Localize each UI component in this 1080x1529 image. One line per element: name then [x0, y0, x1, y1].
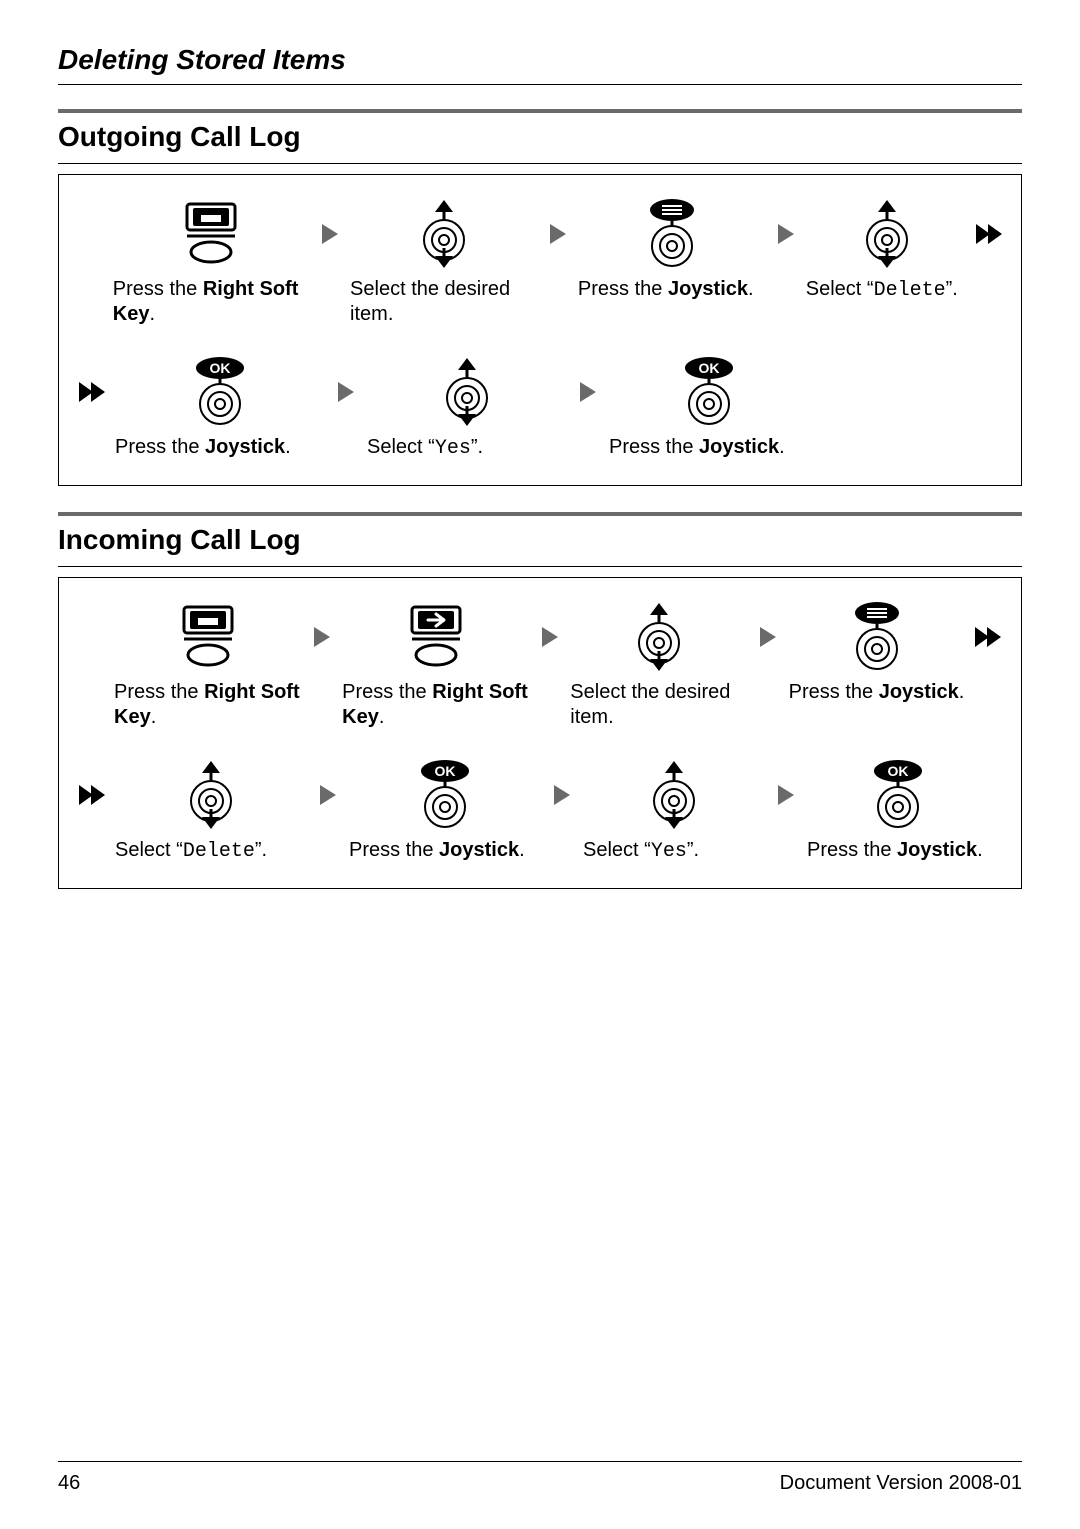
joystick-ok-icon: OK: [175, 349, 265, 435]
step-caption: Press the Joystick.: [605, 435, 813, 460]
next-arrow-icon: [314, 191, 346, 277]
joystick-updown-icon: [166, 752, 256, 838]
next-arrow-icon: [305, 594, 338, 680]
step: Press the Right Soft Key.: [109, 191, 314, 327]
svg-text:OK: OK: [888, 763, 909, 779]
section-title: Incoming Call Log: [58, 524, 1022, 556]
step: Press the Joystick.: [785, 594, 970, 705]
svg-text:OK: OK: [210, 360, 231, 376]
section-rule: [58, 109, 1022, 113]
step: Select “Delete”.: [802, 191, 971, 303]
section-title: Outgoing Call Log: [58, 121, 1022, 153]
step: Press the Joystick.: [574, 191, 770, 302]
step: Press the Right Soft Key.: [338, 594, 533, 730]
next-arrow-icon: [769, 752, 803, 838]
continue-arrow-icon: [73, 349, 111, 435]
step: OK Press the Joystick.: [111, 349, 329, 460]
next-arrow-icon: [533, 594, 566, 680]
svg-text:OK: OK: [699, 360, 720, 376]
page-title: Deleting Stored Items: [58, 44, 1022, 76]
svg-text:OK: OK: [435, 763, 456, 779]
joystick-updown-icon: [614, 594, 704, 680]
doc-version: Document Version 2008-01: [780, 1472, 1022, 1495]
steps-box: Press the Right Soft Key. Select the des…: [58, 174, 1022, 486]
step-caption: Press the Right Soft Key.: [338, 680, 533, 730]
step: OK Press the Joystick.: [345, 752, 545, 863]
step: Select the desired item.: [346, 191, 542, 327]
step-caption: Press the Joystick.: [785, 680, 970, 705]
step: OK Press the Joystick.: [803, 752, 993, 863]
footer: 46 Document Version 2008-01: [58, 1461, 1022, 1495]
step-caption: Press the Joystick.: [345, 838, 545, 863]
softkey-arrow-icon: [391, 594, 481, 680]
step-caption: Select the desired item.: [566, 680, 751, 730]
next-arrow-icon: [571, 349, 605, 435]
next-arrow-icon: [770, 191, 802, 277]
title-rule: [58, 84, 1022, 85]
step: Select “Delete”.: [111, 752, 311, 864]
joystick-ok-icon: OK: [400, 752, 490, 838]
section-rule: [58, 512, 1022, 516]
step: Select “Yes”.: [363, 349, 571, 461]
joystick-ok-icon: OK: [853, 752, 943, 838]
joystick-updown-icon: [629, 752, 719, 838]
step-caption: Select “Delete”.: [111, 838, 311, 864]
joystick-updown-icon: [842, 191, 932, 277]
section-underline: [58, 163, 1022, 164]
step-caption: Select the desired item.: [346, 277, 542, 327]
step: OK Press the Joystick.: [605, 349, 813, 460]
continue-arrow-icon: [971, 191, 1007, 277]
continue-arrow-icon: [970, 594, 1007, 680]
step: Select the desired item.: [566, 594, 751, 730]
next-arrow-icon: [542, 191, 574, 277]
step-caption: Press the Joystick.: [111, 435, 329, 460]
softkey-right-icon: [163, 594, 253, 680]
page-number: 46: [58, 1472, 80, 1495]
joystick-updown-icon: [399, 191, 489, 277]
joystick-updown-icon: [422, 349, 512, 435]
next-arrow-icon: [752, 594, 785, 680]
step-caption: Press the Joystick.: [574, 277, 770, 302]
step-caption: Select “Delete”.: [802, 277, 971, 303]
step: Select “Yes”.: [579, 752, 769, 864]
step-caption: Press the Joystick.: [803, 838, 993, 863]
joystick-ok-icon: OK: [664, 349, 754, 435]
softkey-right-icon: [166, 191, 256, 277]
step-caption: Select “Yes”.: [579, 838, 769, 864]
next-arrow-icon: [311, 752, 345, 838]
next-arrow-icon: [545, 752, 579, 838]
section-underline: [58, 566, 1022, 567]
next-arrow-icon: [329, 349, 363, 435]
step: Press the Right Soft Key.: [110, 594, 305, 730]
joystick-menu-icon: [832, 594, 922, 680]
steps-box: Press the Right Soft Key. Press the Righ…: [58, 577, 1022, 889]
continue-arrow-icon: [73, 752, 111, 838]
step-caption: Press the Right Soft Key.: [109, 277, 314, 327]
joystick-menu-icon: [627, 191, 717, 277]
step-caption: Select “Yes”.: [363, 435, 571, 461]
step-caption: Press the Right Soft Key.: [110, 680, 305, 730]
